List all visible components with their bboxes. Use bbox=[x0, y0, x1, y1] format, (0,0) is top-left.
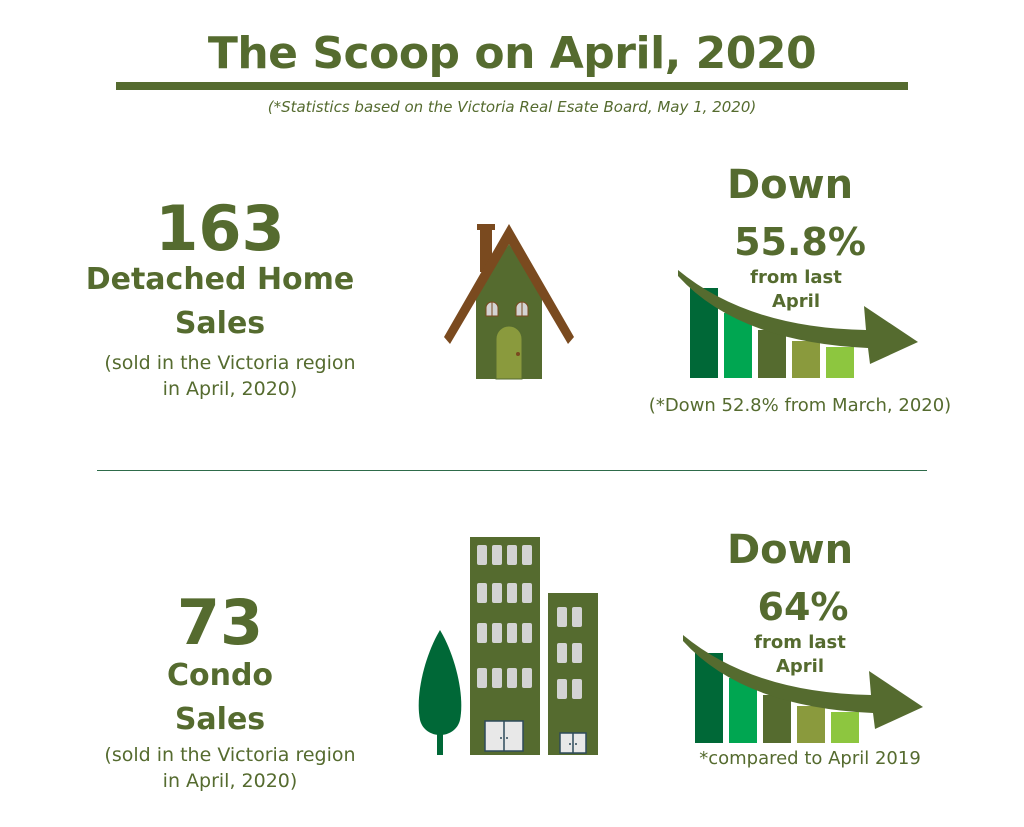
section-divider bbox=[97, 470, 927, 471]
detached-footnote: (*Down 52.8% from March, 2020) bbox=[648, 395, 952, 416]
detached-down-word: Down bbox=[726, 162, 854, 208]
detached-label-line2: Sales bbox=[174, 306, 266, 341]
decline-arrow bbox=[683, 635, 923, 729]
detached-down-percent: 55.8% bbox=[734, 220, 866, 264]
decline-arrow bbox=[678, 270, 918, 364]
detached-note-line1: (sold in the Victoria region bbox=[104, 352, 356, 374]
title-underline bbox=[116, 82, 908, 90]
decline-bar-5 bbox=[826, 347, 854, 378]
decline-bar-4 bbox=[797, 706, 825, 743]
condo-down-sub1: from last bbox=[754, 632, 846, 653]
decline-bar-4 bbox=[792, 341, 820, 378]
condo-note-line2: in April, 2020) bbox=[162, 770, 298, 792]
condo-footnote: *compared to April 2019 bbox=[699, 748, 921, 769]
house-icon bbox=[444, 224, 574, 380]
condo-count: 73 bbox=[176, 586, 264, 659]
decline-bar-2 bbox=[724, 313, 752, 378]
detached-down-sub1: from last bbox=[750, 267, 842, 288]
condo-label-line1: Condo bbox=[166, 658, 274, 693]
page-subtitle: (*Statistics based on the Victoria Real … bbox=[267, 98, 757, 116]
condo-down-sub2: April bbox=[775, 656, 825, 677]
detached-decline-graphic bbox=[678, 270, 918, 378]
detached-down-sub2: April bbox=[771, 291, 821, 312]
page-title: The Scoop on April, 2020 bbox=[207, 28, 817, 79]
decline-bar-3 bbox=[758, 330, 786, 378]
decline-bar-3 bbox=[763, 695, 791, 743]
condo-label-line2: Sales bbox=[174, 702, 266, 737]
detached-label-line1: Detached Home bbox=[85, 262, 355, 297]
decline-bar-2 bbox=[729, 678, 757, 743]
decline-bar-5 bbox=[831, 712, 859, 743]
condo-buildings-icon bbox=[418, 537, 598, 755]
condo-down-percent: 64% bbox=[757, 585, 849, 629]
condo-down-word: Down bbox=[726, 527, 854, 573]
detached-note-line2: in April, 2020) bbox=[162, 378, 298, 400]
condo-note-line1: (sold in the Victoria region bbox=[104, 744, 356, 766]
condo-decline-graphic bbox=[683, 635, 923, 743]
tree-icon bbox=[418, 630, 462, 735]
detached-count: 163 bbox=[155, 192, 285, 265]
